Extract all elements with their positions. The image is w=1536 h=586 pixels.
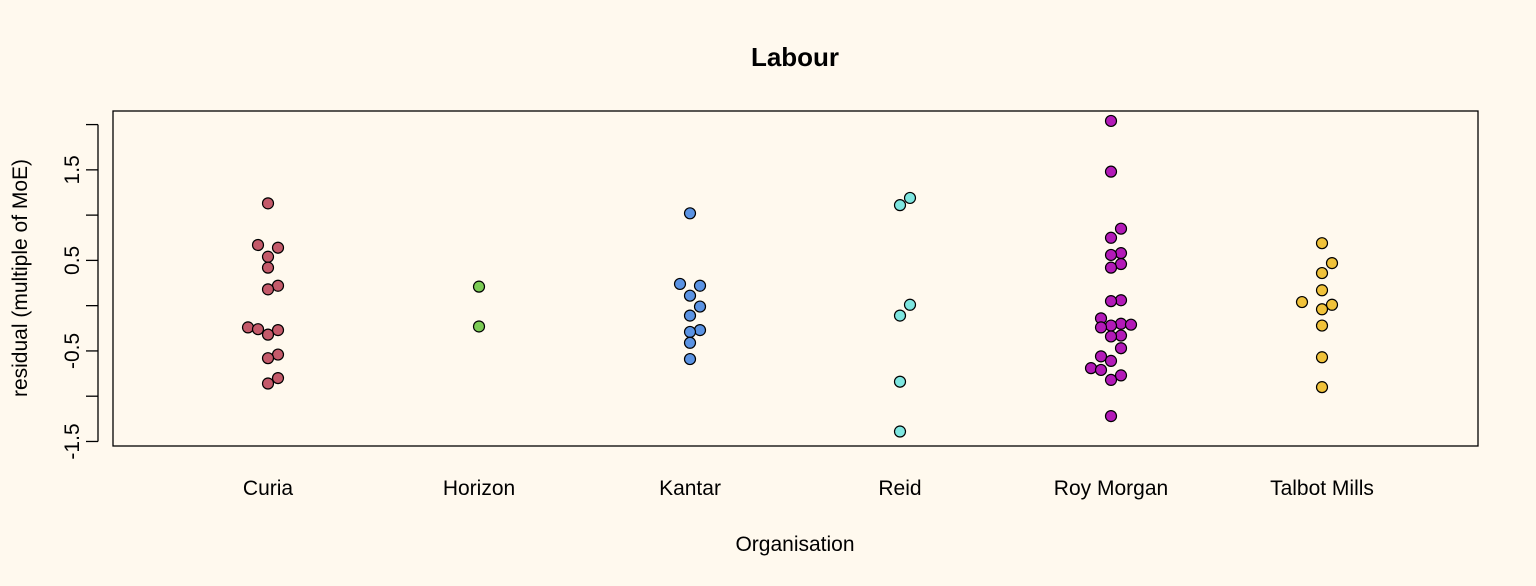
data-point (683, 352, 697, 366)
data-point (693, 324, 707, 337)
y-tick-label: -0.5 (61, 333, 84, 369)
x-tick-label: Horizon (443, 477, 515, 500)
data-points (241, 114, 1339, 438)
data-point (261, 377, 275, 390)
chart-title: Labour (751, 42, 839, 72)
plot-frame (112, 110, 1479, 447)
data-point (251, 238, 265, 252)
y-tick-label: -1.5 (61, 423, 84, 459)
x-tick-label: Talbot Mills (1270, 477, 1374, 500)
data-point (1315, 284, 1329, 297)
data-point (893, 309, 907, 322)
data-point (1325, 298, 1339, 311)
data-point (1104, 114, 1118, 128)
data-point (271, 324, 285, 337)
data-point (1315, 381, 1329, 394)
data-point (1325, 257, 1339, 270)
data-point (1104, 165, 1118, 178)
data-point (261, 328, 275, 341)
data-point (1104, 295, 1118, 308)
data-point (1094, 350, 1108, 363)
data-point (893, 425, 907, 438)
y-axis-label: residual (multiple of MoE) (9, 159, 32, 397)
data-point (1104, 373, 1118, 387)
data-point (683, 289, 697, 302)
x-axis-labels: Curia Horizon Kantar Reid Roy Morgan Talbot M… (243, 477, 1374, 500)
data-point (261, 283, 275, 296)
data-point (1114, 329, 1128, 342)
data-point (261, 352, 275, 365)
data-point (1315, 237, 1329, 250)
y-axis: -1.5 -0.5 0.5 1.5 (61, 123, 99, 460)
y-tick-label: 1.5 (61, 155, 84, 184)
data-point (1114, 342, 1128, 355)
data-point (903, 298, 917, 311)
data-point (893, 375, 907, 388)
data-point (1114, 369, 1128, 382)
data-point (271, 348, 285, 361)
data-point (1104, 231, 1118, 244)
data-point (472, 320, 486, 333)
data-point (1295, 295, 1309, 309)
data-point (1084, 362, 1098, 375)
data-point (1315, 319, 1329, 332)
x-tick-label: Roy Morgan (1054, 477, 1168, 500)
data-point (1104, 319, 1118, 332)
data-point (683, 336, 697, 349)
data-point (1315, 266, 1329, 280)
data-point (693, 300, 707, 313)
data-point (683, 325, 697, 339)
data-point (271, 279, 285, 292)
data-point (1315, 303, 1329, 316)
data-point (893, 199, 907, 212)
data-point (241, 321, 255, 334)
data-point (261, 197, 275, 210)
data-point (1104, 261, 1118, 274)
data-point (683, 309, 697, 322)
data-point (261, 261, 275, 274)
data-point (1114, 247, 1128, 260)
data-point (673, 277, 687, 291)
data-point (1104, 354, 1118, 367)
data-point (683, 207, 697, 220)
data-point (1104, 410, 1118, 423)
x-tick-label: Kantar (659, 477, 721, 500)
x-tick-label: Reid (878, 477, 921, 500)
data-point (1315, 351, 1329, 364)
data-point (1114, 294, 1128, 307)
data-point (1114, 222, 1128, 235)
data-point (251, 323, 265, 336)
data-point (1114, 257, 1128, 271)
data-point (1094, 321, 1108, 334)
data-point (261, 250, 275, 263)
data-point (472, 280, 486, 293)
data-point (271, 371, 285, 385)
data-point (271, 241, 285, 254)
data-point (1124, 318, 1138, 331)
data-point (1114, 317, 1128, 330)
data-point (1094, 363, 1108, 377)
y-tick-label: 0.5 (61, 246, 84, 275)
data-point (1104, 248, 1118, 262)
x-tick-label: Curia (243, 477, 294, 500)
data-point (1104, 330, 1118, 343)
data-point (903, 191, 917, 205)
x-axis-label: Organisation (735, 533, 854, 556)
data-point (693, 279, 707, 292)
